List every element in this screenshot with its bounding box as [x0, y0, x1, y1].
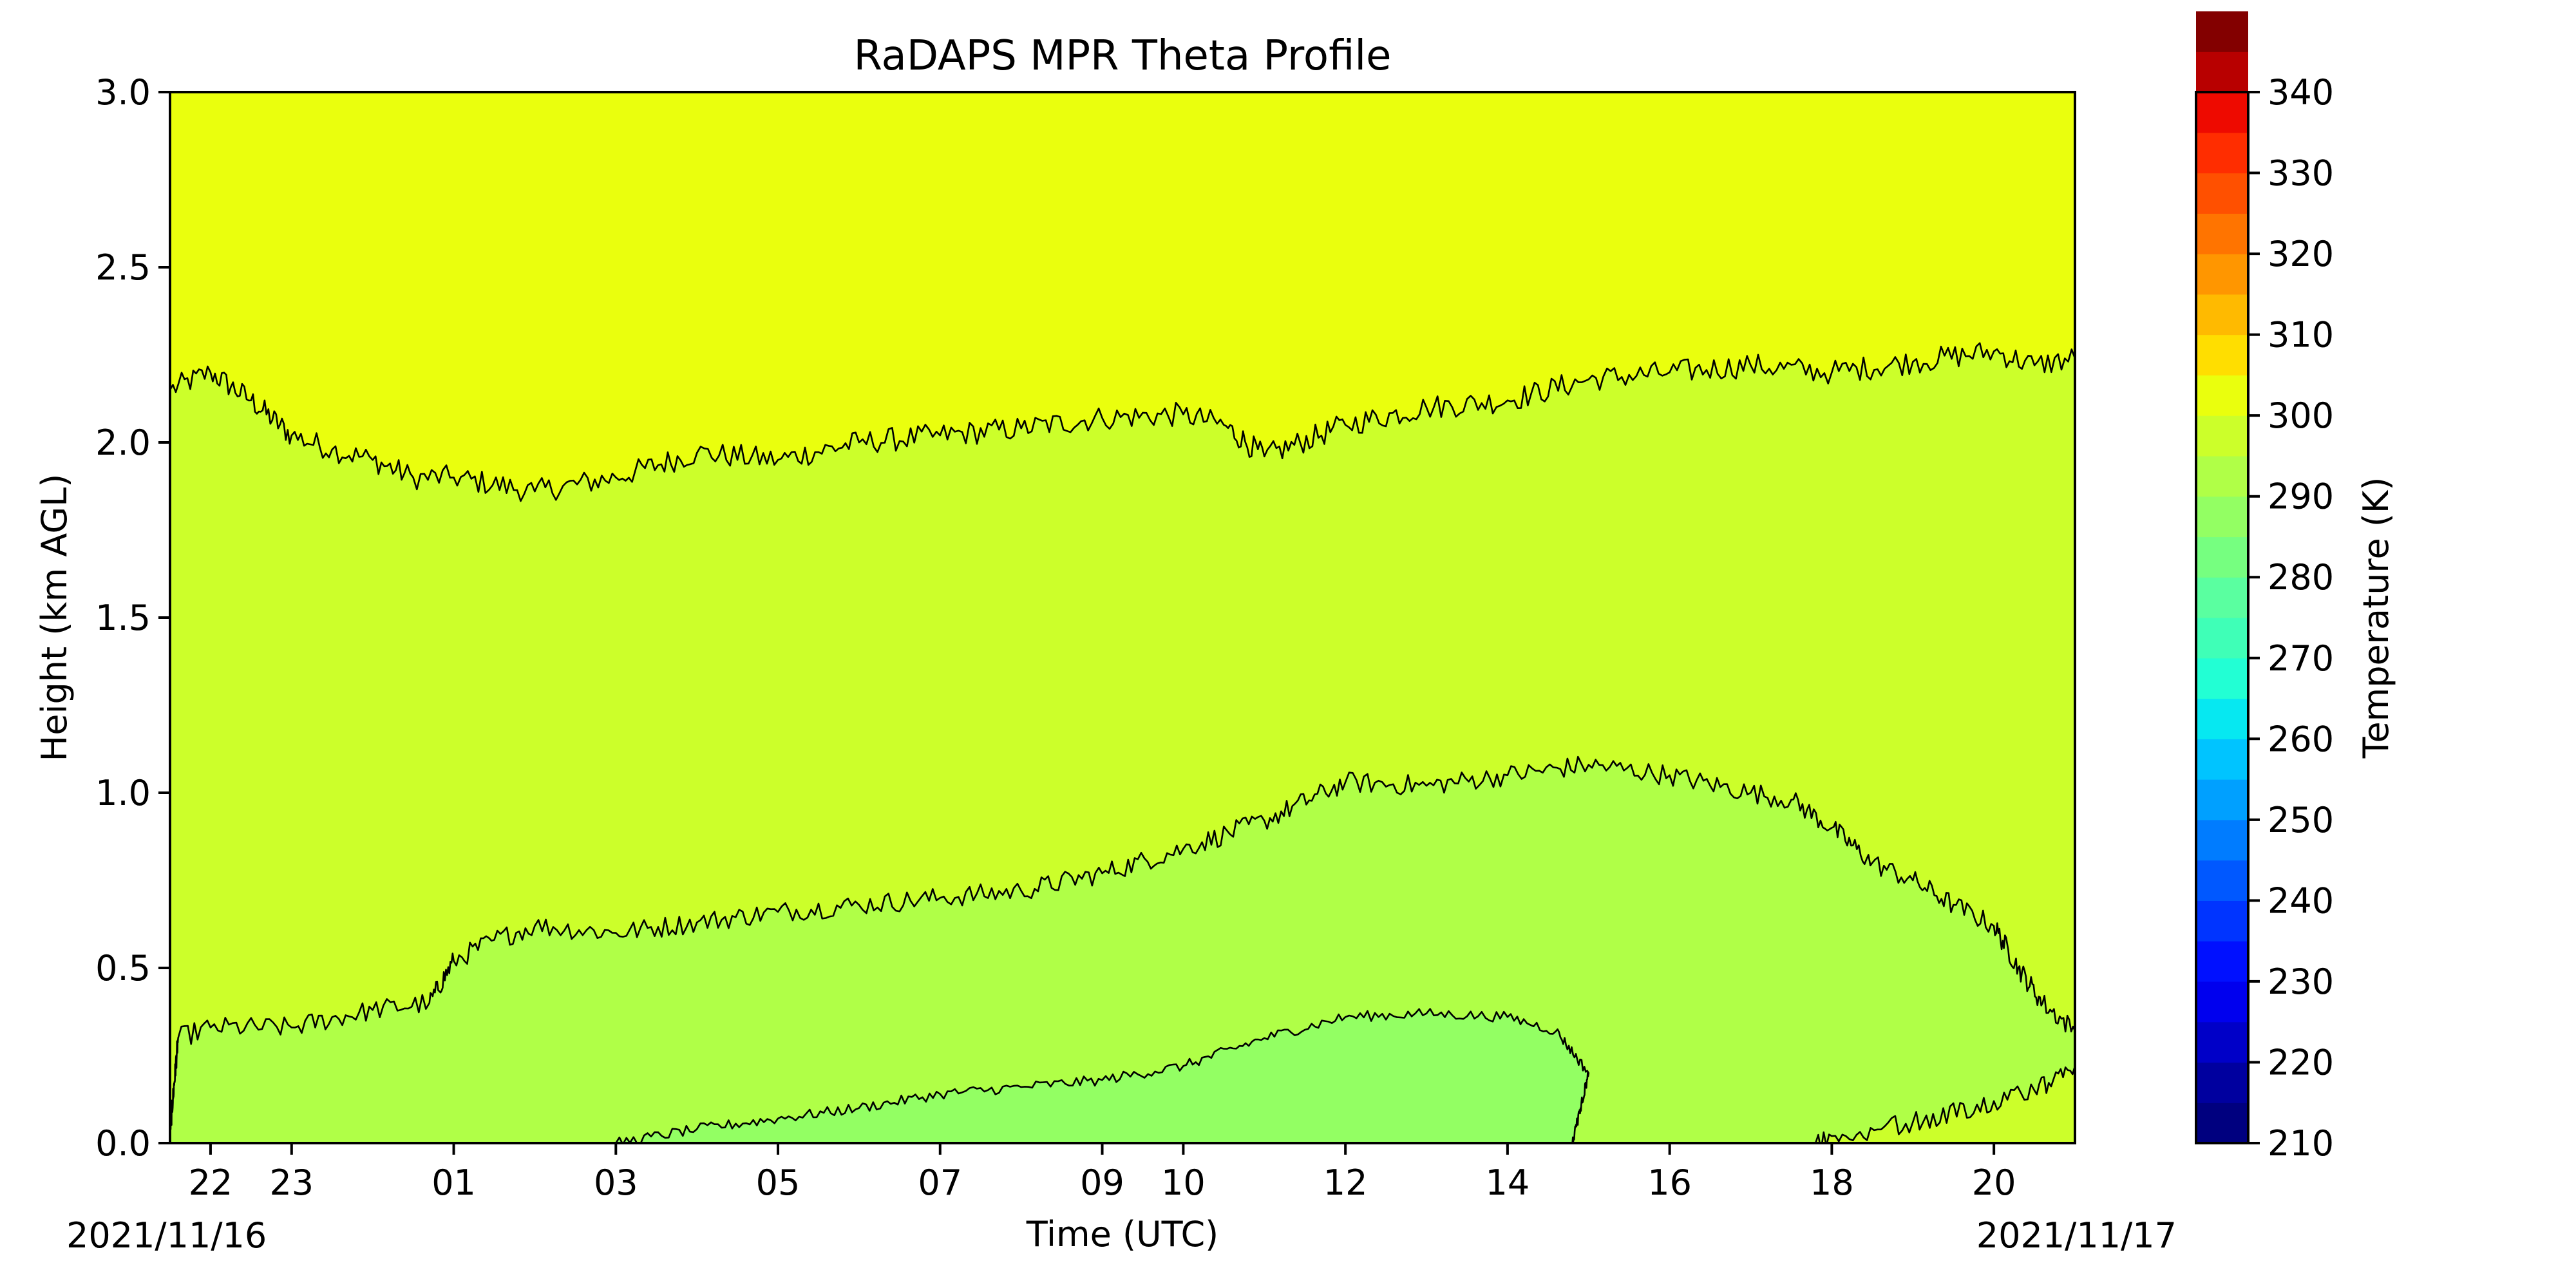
- colorbar-tick-label: 230: [2268, 961, 2334, 1002]
- colorbar-segment: [2196, 900, 2248, 942]
- colorbar-segment: [2196, 11, 2248, 52]
- x-tick-label: 05: [756, 1162, 800, 1203]
- colorbar-segment: [2196, 213, 2248, 254]
- colorbar-tick-label: 330: [2268, 153, 2334, 194]
- x-tick-label: 07: [918, 1162, 962, 1203]
- x-tick-label: 20: [1972, 1162, 2016, 1203]
- x-tick-label: 01: [431, 1162, 476, 1203]
- colorbar-segment: [2196, 860, 2248, 901]
- x-tick-label: 10: [1161, 1162, 1206, 1203]
- x-tick-label: 14: [1486, 1162, 1530, 1203]
- colorbar-segment: [2196, 981, 2248, 1023]
- colorbar-segment: [2196, 132, 2248, 174]
- y-tick-label: 3.0: [95, 72, 151, 113]
- colorbar-segment: [2196, 698, 2248, 739]
- colorbar-tick-label: 300: [2268, 395, 2334, 436]
- colorbar-segment: [2196, 92, 2248, 133]
- plot-area: [170, 92, 2075, 1143]
- colorbar-segment: [2196, 1062, 2248, 1103]
- colorbar-tick-label: 240: [2268, 880, 2334, 921]
- colorbar-tick-label: 270: [2268, 638, 2334, 679]
- colorbar: [2195, 11, 2249, 1144]
- colorbar-segment: [2196, 1021, 2248, 1063]
- x-tick-label: 09: [1080, 1162, 1124, 1203]
- x-tick-label: 23: [269, 1162, 314, 1203]
- colorbar-segment: [2196, 658, 2248, 699]
- colorbar-segment: [2196, 375, 2248, 416]
- colorbar-tick-label: 340: [2268, 72, 2334, 113]
- colorbar-tick-label: 280: [2268, 557, 2334, 598]
- colorbar-segment: [2196, 294, 2248, 336]
- colorbar-segment: [2196, 536, 2248, 578]
- y-tick-label: 0.0: [95, 1123, 151, 1164]
- contour-line-300: [170, 342, 2075, 502]
- colorbar-segment: [2196, 819, 2248, 861]
- colorbar-tick-label: 220: [2268, 1042, 2334, 1083]
- y-tick-label: 2.5: [95, 247, 151, 288]
- y-tick-label: 0.5: [95, 948, 151, 989]
- contour-line-290: [615, 1008, 1590, 1143]
- colorbar-segment: [2196, 941, 2248, 982]
- x-axis: 22 23 01 03 05 07 09 10 12 14 16 18 20: [189, 1143, 2016, 1203]
- colorbar-segment: [2196, 173, 2248, 214]
- x-tick-label: 12: [1323, 1162, 1368, 1203]
- colorbar-tick-label: 320: [2268, 234, 2334, 274]
- colorbar-tick-label: 310: [2268, 315, 2334, 355]
- colorbar-segment: [2196, 739, 2248, 780]
- colorbar-segment: [2196, 52, 2248, 93]
- colorbar-segment: [2196, 496, 2248, 538]
- colorbar-segment: [2196, 254, 2248, 295]
- colorbar-frame: [2195, 91, 2249, 1144]
- colorbar-tick-label: 290: [2268, 477, 2334, 517]
- x-tick-label: 16: [1647, 1162, 1692, 1203]
- colorbar-segment: [2196, 415, 2248, 457]
- chart-title: RaDAPS MPR Theta Profile: [853, 32, 1391, 80]
- band-285-290: [616, 1009, 1589, 1143]
- colorbar-tick-label: 250: [2268, 800, 2334, 840]
- band-290-295: [170, 757, 2075, 1143]
- x-end-date-label: 2021/11/17: [1976, 1215, 2177, 1256]
- colorbar-tick-label: 210: [2268, 1123, 2334, 1164]
- colorbar-segment: [2196, 334, 2248, 375]
- colorbar-ticks: 210 220 230 240 250 260 270 280 290 300 310 320 330 3…: [2248, 72, 2334, 1164]
- y-tick-label: 1.0: [95, 773, 151, 813]
- colorbar-segment: [2196, 1103, 2248, 1144]
- colorbar-segment: [2196, 779, 2248, 820]
- contour-lines: [170, 342, 2075, 1143]
- contour-line-295: [170, 755, 2075, 1143]
- y-axis-label: Height (km AGL): [34, 474, 75, 762]
- y-tick-label: 2.0: [95, 422, 151, 463]
- x-start-date-label: 2021/11/16: [66, 1215, 267, 1256]
- y-tick-label: 1.5: [95, 598, 151, 638]
- colorbar-segment: [2196, 455, 2248, 497]
- x-axis-label: Time (UTC): [1026, 1214, 1219, 1255]
- x-tick-label: 18: [1810, 1162, 1854, 1203]
- y-axis: 0.0 0.5 1.0 1.5 2.0 2.5 3.0: [95, 72, 170, 1164]
- colorbar-tick-label: 260: [2268, 719, 2334, 759]
- x-tick-label: 22: [189, 1162, 233, 1203]
- colorbar-label: Temperature (K): [2356, 477, 2396, 759]
- x-tick-label: 03: [594, 1162, 638, 1203]
- colorbar-segment: [2196, 618, 2248, 659]
- colorbar-segment: [2196, 577, 2248, 618]
